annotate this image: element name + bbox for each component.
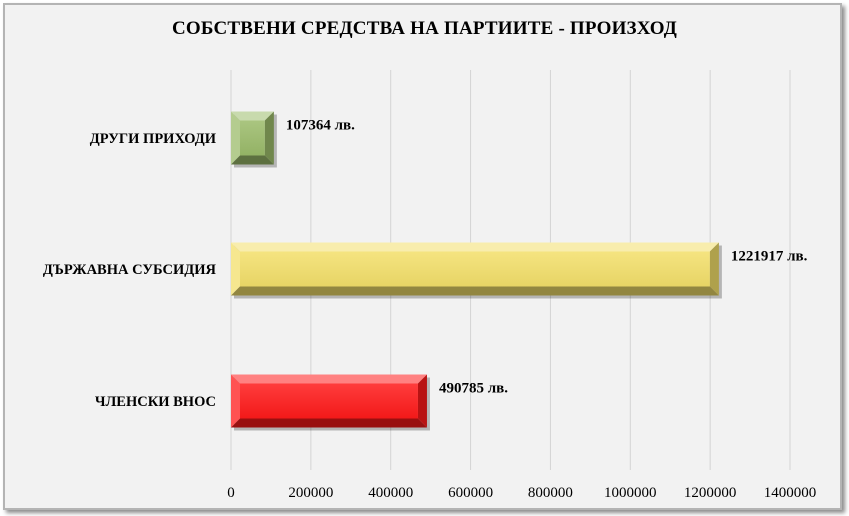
chart-title: СОБСТВЕНИ СРЕДСТВА НА ПАРТИИТЕ - ПРОИЗХО… xyxy=(171,18,678,39)
data-label: 107364 лв. xyxy=(286,118,355,134)
x-tick-label: 1000000 xyxy=(604,485,657,501)
labels: 0 200000 400000 600000 800000 1000000 1200000 1… xyxy=(43,118,816,502)
category-label: ЧЛЕНСКИ ВНОС xyxy=(95,394,216,410)
data-label: 490785 лв. xyxy=(439,381,508,397)
data-label: 1221917 лв. xyxy=(731,249,808,265)
x-tick-label: 800000 xyxy=(528,485,573,501)
x-tick-label: 200000 xyxy=(288,485,333,501)
x-tick-label: 400000 xyxy=(368,485,413,501)
bars xyxy=(231,111,722,431)
x-tick-label: 1400000 xyxy=(764,485,817,501)
bar xyxy=(231,374,430,431)
x-tick-label: 600000 xyxy=(448,485,493,501)
x-tick-label: 0 xyxy=(227,485,235,501)
bar xyxy=(231,111,277,168)
category-label: ДРУГИ ПРИХОДИ xyxy=(90,131,217,147)
category-label: ДЪРЖАВНА СУБСИДИЯ xyxy=(43,262,217,278)
x-tick-label: 1200000 xyxy=(684,485,737,501)
bar xyxy=(231,242,722,299)
